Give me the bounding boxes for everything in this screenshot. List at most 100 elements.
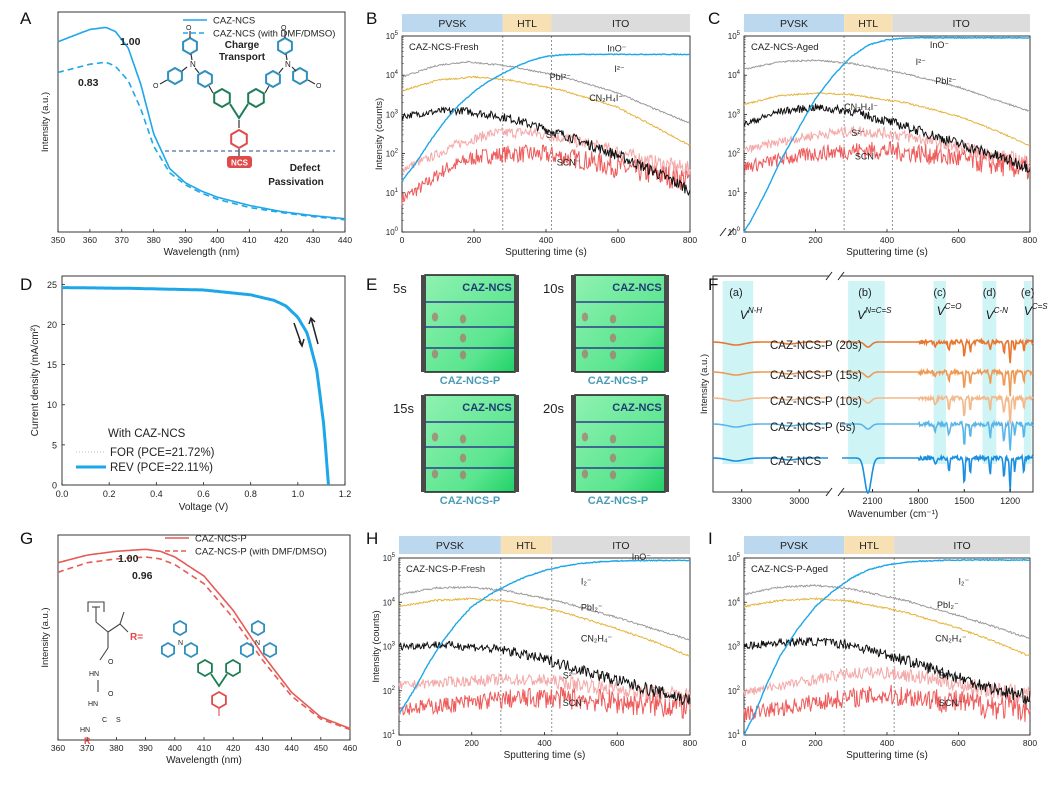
- series-label: CN₂H₄I⁻: [589, 93, 623, 103]
- y-tick-exponent: 3: [737, 642, 741, 648]
- tlc-label-bottom: CAZ-NCS-P: [588, 375, 649, 387]
- series-label: S²⁻: [939, 670, 953, 680]
- bond: [285, 53, 288, 61]
- series-label: SCN⁻: [563, 698, 587, 708]
- phenyl-ring: [167, 66, 183, 86]
- vibration-label: VC-N: [986, 306, 1008, 322]
- x-tick-label: 3000: [789, 496, 809, 506]
- series-label: I₂⁻: [959, 577, 970, 587]
- passivation-label: Passivation: [268, 177, 324, 188]
- y-tick-exponent: 3: [737, 109, 741, 115]
- series-label: InO⁻: [607, 44, 627, 54]
- bond: [159, 79, 168, 85]
- x-axis-label: Wavenumber (cm⁻¹): [848, 509, 938, 520]
- panel-label-h: H: [366, 529, 378, 548]
- tlc-spot: [431, 349, 439, 359]
- x-tick-label: 430: [306, 235, 320, 245]
- oxygen-atom: O: [316, 83, 322, 90]
- y-axis-label: Intensity (counts): [374, 98, 385, 170]
- series-label: PbI²⁻: [935, 76, 957, 86]
- tlc-spot: [459, 453, 467, 463]
- ir-region-band: [982, 281, 997, 464]
- peak-annotation: 0.96: [132, 570, 153, 582]
- bond: [119, 623, 129, 633]
- x-axis-label: Sputtering time (s): [505, 247, 587, 258]
- legend-label-rev: REV (PCE=22.11%): [110, 462, 213, 474]
- spectrum-label: CAZ-NCS-P (10s): [770, 396, 862, 408]
- y-tick-exponent: 5: [737, 553, 741, 559]
- tlc-label-bottom: CAZ-NCS-P: [440, 495, 501, 507]
- peak-annotation: 0.83: [78, 77, 99, 89]
- phenyl-ring: [263, 641, 277, 659]
- series-line-4: [743, 666, 1031, 702]
- ftir-spectrum-left: [713, 397, 828, 402]
- layer-label-pvsk: PVSK: [438, 18, 466, 30]
- panel-label-d: D: [20, 275, 32, 294]
- series-line-1: [398, 585, 691, 641]
- sulfur-label: S: [116, 717, 121, 724]
- layer-band-ito: [551, 536, 690, 554]
- tlc-time-label: 10s: [543, 281, 564, 296]
- x-tick-label: 400: [539, 235, 553, 245]
- bond: [291, 66, 297, 72]
- region-label: (d): [983, 287, 996, 299]
- y-tick-label: 100: [386, 227, 399, 237]
- y-tick-label: 20: [47, 320, 57, 330]
- x-tick-label: 450: [314, 743, 328, 753]
- phenyl-ring-ncs: [230, 128, 248, 150]
- series-label: InO⁻: [930, 40, 950, 50]
- chart-title: CAZ-NCS-P-Fresh: [406, 564, 485, 575]
- panel-label-b: B: [366, 9, 377, 28]
- ftir-spectrum-left: [713, 371, 828, 376]
- layer-band-ito: [892, 14, 1030, 32]
- x-tick-label: 0: [742, 235, 747, 245]
- series-line-1: [57, 556, 351, 731]
- series-line-0: [57, 548, 351, 730]
- series-label: CN₂H₄⁻: [935, 633, 967, 643]
- charge-label: Charge: [225, 40, 260, 51]
- y-tick-label: 0: [52, 481, 57, 491]
- y-tick-exponent: 2: [737, 149, 741, 155]
- x-tick-label: 600: [951, 235, 965, 245]
- vibration-label: VC=S: [1024, 302, 1048, 318]
- x-tick-label: 1.0: [292, 489, 305, 499]
- bond: [194, 67, 200, 74]
- carbazole-pyrrole: [229, 103, 249, 120]
- y-tick-exponent: 4: [392, 597, 396, 603]
- tlc-spot: [609, 333, 617, 343]
- forward-arrow-icon: [308, 316, 319, 345]
- tlc-spot: [459, 434, 467, 444]
- amine-label: HN: [80, 727, 90, 734]
- y-tick-exponent: 4: [737, 70, 741, 76]
- carbon-label: C: [102, 717, 107, 724]
- y-tick-exponent: 3: [392, 642, 396, 648]
- carbazole-ring: [197, 658, 213, 678]
- chart-title: CAZ-NCS-Fresh: [409, 42, 479, 53]
- y-axis-label: Current density (mA/cm²): [30, 325, 41, 437]
- x-tick-label: 440: [338, 235, 352, 245]
- phenyl-ring: [184, 641, 198, 659]
- vibration-subscript: N=C=S: [865, 306, 892, 315]
- y-tick-exponent: 0: [737, 227, 741, 233]
- layer-band-pvsk: [744, 14, 845, 32]
- panel-i: PVSK HTL ITO 101 102 103 104 105 0 200 400 600 800 Sp…: [728, 536, 1052, 761]
- legend-label: CAZ-NCS: [213, 16, 255, 27]
- region-label: (c): [933, 287, 946, 299]
- layer-band-ito: [894, 536, 1030, 554]
- tlc-plate-edge: [571, 275, 576, 372]
- y-tick-label: 104: [383, 597, 396, 607]
- y-tick-label: 101: [386, 188, 399, 198]
- series-label: I₂⁻: [581, 577, 592, 587]
- x-tick-label: 370: [80, 743, 94, 753]
- legend-label: CAZ-NCS-P (with DMF/DMSO): [195, 547, 327, 558]
- region-label: (b): [858, 287, 871, 299]
- x-tick-label: 800: [683, 235, 697, 245]
- tlc-spot: [459, 470, 467, 480]
- oxygen-atom: O: [108, 659, 114, 666]
- tlc-spot: [459, 333, 467, 343]
- vibration-subscript: C=S: [1032, 302, 1048, 311]
- x-tick-label: 360: [83, 235, 97, 245]
- panel-h: PVSK HTL ITO 101 102 103 104 105 0 200 400 600 800 Sp…: [371, 536, 697, 761]
- series-label: CN₂H₄I⁻: [844, 102, 878, 112]
